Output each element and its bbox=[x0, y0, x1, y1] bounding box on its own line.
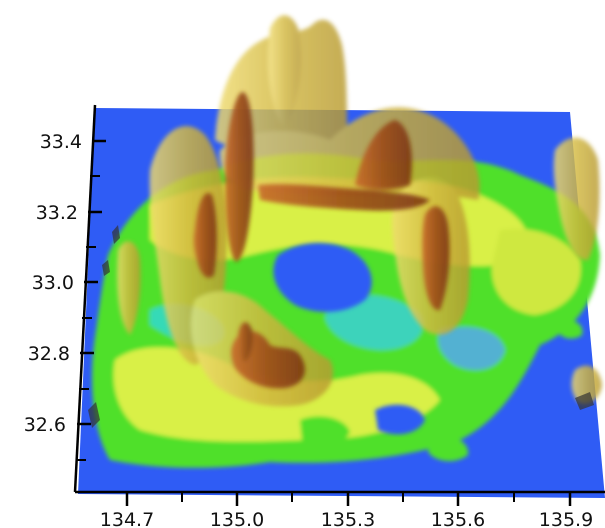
field-yellow-right bbox=[491, 228, 581, 315]
field-green-small-3 bbox=[557, 319, 583, 339]
core-right-ridge bbox=[355, 120, 412, 190]
shell-upper-ridge bbox=[219, 107, 480, 200]
shell-tall-left bbox=[268, 15, 302, 130]
y-tick-label-33.0: 33.0 bbox=[32, 272, 74, 294]
shell-right-edge bbox=[553, 137, 600, 261]
edge-artifacts bbox=[88, 225, 594, 428]
field-cyan-ring-2 bbox=[325, 295, 423, 350]
x-tick-label-135.0: 135.0 bbox=[210, 509, 264, 528]
x-tick-label-134.7: 134.7 bbox=[100, 509, 154, 528]
x-tick-label-135.6: 135.6 bbox=[431, 509, 485, 528]
core-lower-spike bbox=[237, 322, 253, 362]
x-tick-label-135.9: 135.9 bbox=[539, 509, 593, 528]
y-tick-label-33.2: 33.2 bbox=[36, 202, 78, 224]
artifact-left-3 bbox=[102, 260, 110, 276]
blue-patch-bottom bbox=[375, 404, 425, 435]
y-tick-label-33.4: 33.4 bbox=[40, 131, 82, 153]
core-right-column bbox=[422, 206, 450, 311]
inner-isosurface bbox=[193, 92, 450, 389]
core-left-spike bbox=[193, 193, 217, 278]
field-lightblue-patch bbox=[438, 326, 505, 370]
field-green-small-1 bbox=[300, 416, 350, 445]
shell-front-small bbox=[571, 365, 602, 405]
x-axis: 134.7 135.0 135.3 135.6 135.9 bbox=[75, 490, 605, 528]
x-tick-label-135.3: 135.3 bbox=[321, 509, 375, 528]
y-tick-label-32.8: 32.8 bbox=[28, 343, 70, 365]
shell-far-left bbox=[117, 241, 141, 335]
artifact-left-2 bbox=[88, 402, 100, 428]
field-green-small-2 bbox=[428, 436, 469, 462]
core-center-spike bbox=[224, 92, 254, 262]
central-hole bbox=[273, 243, 372, 312]
y-tick-label-32.6: 32.6 bbox=[24, 414, 66, 436]
artifact-right-1 bbox=[575, 392, 594, 410]
y-axis: 33.4 33.2 33.0 32.8 32.6 bbox=[24, 104, 106, 493]
outer-isosurface bbox=[117, 15, 602, 407]
core-ridge-band bbox=[258, 184, 430, 211]
y-axis-line bbox=[73, 104, 97, 493]
artifact-left-1 bbox=[112, 225, 120, 244]
